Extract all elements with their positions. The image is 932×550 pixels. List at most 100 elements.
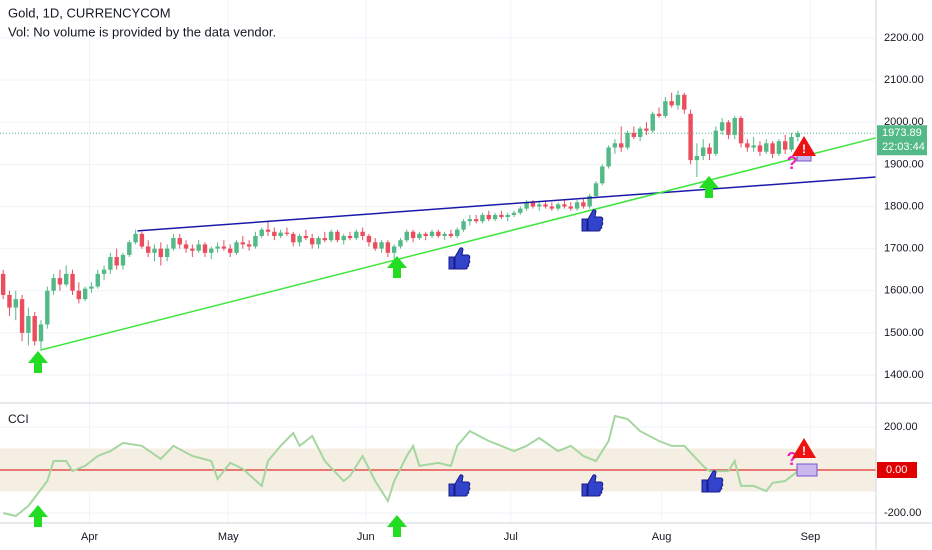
candle-body (146, 246, 151, 253)
candle-body (322, 238, 328, 241)
candle-body (284, 232, 290, 234)
candle-body (259, 229, 264, 236)
candle-body (385, 242, 391, 253)
candle-body (0, 273, 6, 295)
y-tick-label: 1400.00 (884, 369, 924, 381)
candle-body (227, 248, 233, 253)
candle-body (669, 101, 674, 106)
candle-body (751, 145, 756, 148)
y-tick-label: 1700.00 (884, 243, 924, 255)
candle-body (82, 288, 88, 300)
candle-body (164, 248, 170, 258)
candle-body (656, 113, 662, 116)
last-price-box (877, 125, 927, 156)
candle-body (650, 113, 655, 131)
cci-zero-label: 0.00 (886, 464, 907, 476)
candle-body (612, 143, 618, 148)
candle-body (518, 208, 523, 213)
candle-body (738, 118, 744, 144)
candle-body (682, 94, 687, 110)
candle-body (108, 257, 113, 270)
x-tick-label: Sep (801, 531, 821, 543)
candle-body (45, 290, 50, 325)
x-tick-label: Aug (652, 531, 672, 543)
chart-subtitle: Vol: No volume is provided by the data v… (8, 24, 276, 39)
candle-body (291, 233, 296, 243)
candle-body (555, 204, 561, 209)
candle-body (719, 122, 725, 131)
candle-body (246, 244, 252, 247)
candle-body (360, 231, 365, 236)
candle-body (366, 235, 372, 243)
candle-body (183, 244, 189, 249)
candle-body (461, 221, 466, 230)
candle-body (38, 324, 44, 342)
x-tick-label: Apr (81, 531, 98, 543)
candle-body (467, 219, 473, 222)
candle-body (455, 229, 460, 236)
candle-body (221, 246, 227, 249)
arrow-up (387, 515, 407, 537)
candle-body (442, 233, 447, 236)
candle-body (215, 246, 220, 249)
candle-body (265, 229, 271, 232)
candle-body (404, 231, 409, 241)
candle-body (253, 235, 258, 247)
y-tick-label: 2100.00 (884, 74, 924, 86)
candle-body (486, 214, 491, 220)
candle-body (707, 147, 712, 154)
candle-body (492, 214, 498, 220)
trend-line (40, 137, 877, 351)
candle-body (101, 269, 107, 274)
candle-body (209, 248, 214, 253)
candle-body (278, 232, 283, 236)
candle-body (7, 294, 12, 308)
candle-body (196, 244, 201, 251)
y-tick-label: 1800.00 (884, 200, 924, 212)
candle-body (410, 231, 416, 239)
candle-body (499, 214, 504, 218)
candle-body (152, 248, 157, 253)
candle-body (373, 242, 378, 249)
thumbs-up (581, 209, 604, 232)
candle-body (587, 195, 592, 207)
candle-body (537, 204, 542, 207)
candle-body (423, 233, 428, 236)
candle-body (549, 206, 555, 209)
candle-body (234, 242, 239, 253)
candle-body (700, 147, 706, 156)
cci-tick-label: 200.00 (884, 421, 918, 433)
candle-body (316, 238, 321, 245)
candle-body (694, 155, 700, 161)
countdown-label: 22:03:44 (882, 141, 925, 153)
candle-body (745, 143, 750, 148)
cci-tick-label: -200.00 (884, 507, 921, 519)
candle-body (76, 290, 82, 300)
candle-body (757, 145, 763, 152)
candle-body (133, 233, 138, 243)
candle-body (543, 204, 548, 207)
candle-body (64, 273, 69, 285)
candle-body (335, 231, 340, 241)
trend-line (137, 176, 877, 232)
candle-body (114, 257, 119, 266)
chart-title: Gold, 1D, CURRENCYCOM (8, 5, 171, 20)
candle-body (202, 244, 208, 253)
axes: 1400.00 1500.00 1600.00 1700.00 1800.00 1900.… (81, 32, 927, 543)
last-price-label: 1973.89 (882, 127, 922, 139)
candle-body (95, 273, 100, 287)
candle-body (272, 231, 277, 236)
candle-body (32, 316, 37, 342)
y-tick-label: 1500.00 (884, 327, 924, 339)
arrow-up (699, 176, 719, 198)
candle-body (776, 141, 782, 154)
candle-body (511, 212, 517, 215)
cci-line (2, 414, 799, 518)
candle-body (297, 235, 302, 243)
candle-body (177, 238, 182, 245)
cci-title: CCI (8, 412, 29, 426)
candle-body (417, 233, 422, 239)
candle-body (354, 231, 359, 239)
candle-body (663, 101, 668, 116)
candle-body (581, 202, 586, 207)
